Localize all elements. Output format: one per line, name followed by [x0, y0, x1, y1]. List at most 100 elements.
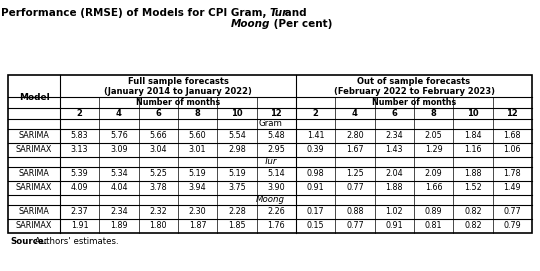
Text: 1.84: 1.84: [464, 131, 482, 140]
Text: 5.76: 5.76: [110, 131, 128, 140]
Text: 1.85: 1.85: [228, 221, 246, 231]
Text: SARIMAX: SARIMAX: [16, 146, 52, 154]
Text: 0.88: 0.88: [346, 208, 364, 217]
Text: Gram: Gram: [258, 120, 282, 128]
Text: 0.39: 0.39: [307, 146, 325, 154]
Text: 3.04: 3.04: [150, 146, 167, 154]
Text: 10: 10: [467, 109, 479, 118]
Text: Number of months: Number of months: [372, 98, 456, 107]
Text: (January 2014 to January 2022): (January 2014 to January 2022): [104, 86, 252, 95]
Text: 5.83: 5.83: [71, 131, 89, 140]
Text: (February 2022 to February 2023): (February 2022 to February 2023): [334, 86, 495, 95]
Text: Moong: Moong: [255, 195, 285, 205]
Text: Full sample forecasts: Full sample forecasts: [127, 78, 228, 86]
Text: 1.25: 1.25: [346, 169, 364, 179]
Text: 0.17: 0.17: [307, 208, 325, 217]
Text: 0.91: 0.91: [386, 221, 403, 231]
Text: Model: Model: [18, 92, 49, 102]
Text: 1.66: 1.66: [425, 183, 442, 192]
Text: Moong: Moong: [231, 19, 270, 29]
Text: 4: 4: [352, 109, 358, 118]
Text: 12: 12: [507, 109, 518, 118]
Text: 3.75: 3.75: [228, 183, 246, 192]
Text: 0.81: 0.81: [425, 221, 442, 231]
Text: 0.98: 0.98: [307, 169, 325, 179]
Text: 8: 8: [195, 109, 200, 118]
Text: 3.78: 3.78: [150, 183, 167, 192]
Text: 8: 8: [431, 109, 436, 118]
Text: Tur: Tur: [270, 8, 288, 18]
Text: 0.82: 0.82: [464, 208, 482, 217]
Text: 4.04: 4.04: [110, 183, 128, 192]
Text: 2.30: 2.30: [189, 208, 206, 217]
Text: Authors' estimates.: Authors' estimates.: [32, 237, 119, 247]
Text: 0.79: 0.79: [503, 221, 521, 231]
Text: 2.34: 2.34: [110, 208, 128, 217]
Text: 1.06: 1.06: [504, 146, 521, 154]
Text: and: and: [281, 8, 307, 18]
Text: 2.32: 2.32: [150, 208, 167, 217]
Text: 5.60: 5.60: [189, 131, 206, 140]
Text: 5.19: 5.19: [228, 169, 246, 179]
Text: 0.89: 0.89: [425, 208, 442, 217]
Text: 3.09: 3.09: [110, 146, 128, 154]
Text: 1.67: 1.67: [346, 146, 364, 154]
Text: 2.80: 2.80: [346, 131, 364, 140]
Text: 12: 12: [271, 109, 282, 118]
Text: SARIMA: SARIMA: [18, 208, 50, 217]
Text: 1.87: 1.87: [189, 221, 206, 231]
Text: 1.52: 1.52: [464, 183, 482, 192]
Text: 1.78: 1.78: [503, 169, 521, 179]
Text: 0.77: 0.77: [346, 183, 364, 192]
Text: 1.88: 1.88: [386, 183, 403, 192]
Text: 10: 10: [231, 109, 243, 118]
Text: 2.04: 2.04: [386, 169, 403, 179]
Text: 0.77: 0.77: [503, 208, 521, 217]
Text: SARIMAX: SARIMAX: [16, 221, 52, 231]
Text: SARIMAX: SARIMAX: [16, 183, 52, 192]
Text: 5.34: 5.34: [110, 169, 128, 179]
Text: 6: 6: [156, 109, 161, 118]
Text: 3.94: 3.94: [189, 183, 206, 192]
Text: Tur: Tur: [264, 157, 276, 166]
Text: 0.82: 0.82: [464, 221, 482, 231]
Text: 1.02: 1.02: [386, 208, 403, 217]
Text: 5.66: 5.66: [150, 131, 167, 140]
Text: 0.15: 0.15: [307, 221, 325, 231]
Text: 2.05: 2.05: [425, 131, 443, 140]
Text: 6: 6: [392, 109, 397, 118]
Text: 3.90: 3.90: [267, 183, 285, 192]
Text: SARIMA: SARIMA: [18, 131, 50, 140]
Text: 1.29: 1.29: [425, 146, 443, 154]
Text: (Per cent): (Per cent): [270, 19, 333, 29]
Text: 0.91: 0.91: [307, 183, 325, 192]
Text: SARIMA: SARIMA: [18, 169, 50, 179]
Text: 1.80: 1.80: [150, 221, 167, 231]
Text: 4: 4: [116, 109, 122, 118]
Text: 1.68: 1.68: [504, 131, 521, 140]
Text: 1.43: 1.43: [386, 146, 403, 154]
Text: 2: 2: [77, 109, 83, 118]
Text: 2.37: 2.37: [71, 208, 89, 217]
Text: 5.48: 5.48: [267, 131, 285, 140]
Text: 2.28: 2.28: [228, 208, 246, 217]
Text: 3.01: 3.01: [189, 146, 206, 154]
Text: 1.91: 1.91: [71, 221, 89, 231]
Text: Source:: Source:: [10, 237, 48, 247]
Text: Out of sample forecasts: Out of sample forecasts: [357, 78, 470, 86]
Text: 1.89: 1.89: [110, 221, 128, 231]
Text: 2.09: 2.09: [425, 169, 443, 179]
Text: 1.76: 1.76: [267, 221, 285, 231]
Bar: [8, 75, 532, 233]
Text: 1.16: 1.16: [464, 146, 482, 154]
Text: 5.39: 5.39: [71, 169, 89, 179]
Text: 2.95: 2.95: [267, 146, 285, 154]
Text: 4.09: 4.09: [71, 183, 89, 192]
Text: Number of months: Number of months: [136, 98, 220, 107]
Text: 1.88: 1.88: [464, 169, 482, 179]
Text: Table 13: Forecasting Performance (RMSE) of Models for CPI Gram,: Table 13: Forecasting Performance (RMSE)…: [0, 8, 270, 18]
Text: 2.26: 2.26: [267, 208, 285, 217]
Text: 0.77: 0.77: [346, 221, 364, 231]
Text: 5.19: 5.19: [189, 169, 206, 179]
Text: 5.54: 5.54: [228, 131, 246, 140]
